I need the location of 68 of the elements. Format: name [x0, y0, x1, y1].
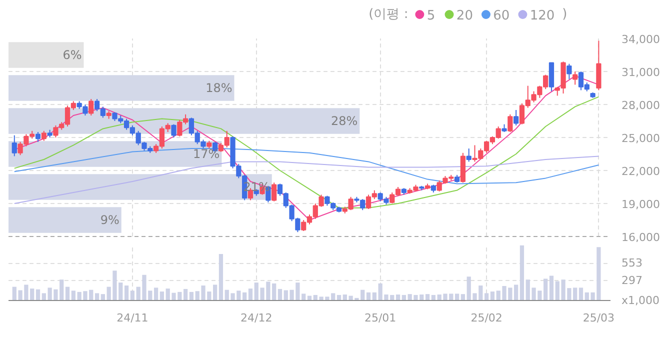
y-tick-label: 19,000	[622, 198, 660, 211]
candlestick	[466, 148, 472, 162]
candlestick	[514, 110, 519, 126]
bar	[183, 288, 188, 300]
bar	[36, 289, 40, 300]
bar	[154, 288, 158, 300]
bar	[366, 292, 371, 300]
x-tick-label: 25/03	[582, 312, 615, 324]
candlestick	[35, 132, 41, 142]
bar	[578, 288, 584, 300]
candlestick	[566, 63, 572, 80]
legend-title: (이평 :	[368, 7, 408, 22]
bar	[65, 286, 70, 300]
y-tick-label: 28,000	[622, 99, 660, 112]
data-label: 9%	[100, 213, 120, 227]
y-tick-label: 16,000	[622, 231, 660, 244]
bar	[454, 294, 460, 300]
text: )	[562, 7, 568, 22]
candlestick	[508, 114, 513, 132]
y-tick-label: 34,000	[622, 33, 660, 46]
line-series	[14, 96, 600, 208]
legend-label: 20	[456, 8, 473, 24]
candlestick	[41, 130, 46, 142]
bar	[490, 292, 495, 300]
bar	[425, 294, 430, 300]
bar	[71, 290, 76, 300]
bar	[460, 294, 466, 300]
bar	[372, 292, 376, 300]
x-tick-label: 24/11	[116, 312, 148, 324]
x-tick-label: 25/02	[470, 312, 502, 324]
bar	[189, 292, 194, 300]
bar	[248, 288, 253, 300]
candlestick	[572, 71, 578, 86]
bar	[130, 290, 135, 300]
candlestick	[272, 182, 277, 202]
x-tick-label: 24/12	[240, 312, 272, 324]
bar	[100, 294, 105, 300]
y-tick-label: 297	[622, 274, 642, 287]
bar	[8, 42, 84, 68]
x-tick-label: 25/01	[364, 312, 396, 324]
legend-label: 5	[426, 8, 436, 24]
bar	[544, 278, 548, 300]
bar	[278, 288, 282, 300]
candlestick	[171, 124, 176, 138]
candlestick	[12, 134, 17, 157]
legend-label: 120	[530, 8, 555, 24]
bar	[520, 245, 524, 300]
data-label: 17%	[193, 147, 220, 161]
y-tick-label: 25,000	[622, 132, 660, 145]
bar	[549, 276, 554, 300]
y-tick-label: 31,000	[622, 66, 660, 79]
data-label: 18%	[206, 81, 232, 95]
y-tick-label: x1,000	[622, 294, 660, 307]
bar	[242, 292, 247, 300]
data-label: 28%	[330, 114, 358, 128]
bar	[218, 254, 224, 300]
data-label: 6%	[62, 48, 82, 62]
bar	[213, 284, 218, 300]
bar	[124, 286, 129, 300]
bar	[514, 284, 518, 300]
y-tick-label: 553	[622, 256, 642, 270]
bar	[484, 293, 489, 300]
candlestick	[88, 98, 94, 116]
y-tick-label: 22,000	[622, 165, 660, 178]
legend-label: 60	[493, 8, 510, 24]
bar	[8, 207, 122, 233]
bar	[160, 292, 164, 300]
bar	[94, 293, 100, 300]
